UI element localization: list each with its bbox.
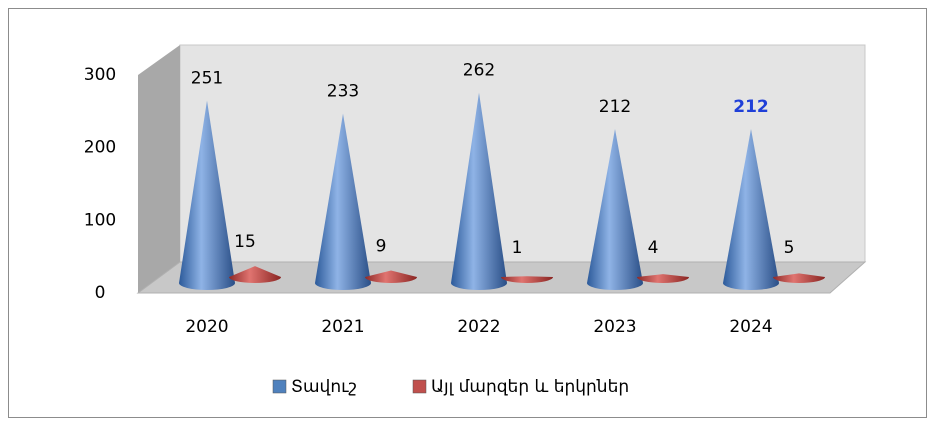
cone xyxy=(451,92,507,290)
data-label: 212 xyxy=(733,97,769,117)
data-label: 15 xyxy=(234,232,256,252)
data-label: 233 xyxy=(327,82,359,102)
x-tick-label: 2021 xyxy=(321,317,364,337)
y-tick-label: 0 xyxy=(95,283,106,303)
cone xyxy=(773,273,825,283)
side-wall xyxy=(138,45,180,293)
x-tick-label: 2023 xyxy=(593,317,636,337)
data-label: 9 xyxy=(376,236,387,256)
x-tick-label: 2024 xyxy=(729,317,772,337)
y-tick-label: 100 xyxy=(84,210,116,230)
data-label: 1 xyxy=(512,238,523,258)
cone xyxy=(315,113,371,290)
y-tick-label: 300 xyxy=(84,65,116,85)
cone xyxy=(179,100,235,291)
legend-swatch xyxy=(272,379,287,394)
data-label: 262 xyxy=(463,61,495,81)
cone xyxy=(587,128,643,290)
x-tick-label: 2020 xyxy=(185,317,228,337)
cone xyxy=(229,266,281,283)
x-tick-label: 2022 xyxy=(457,317,500,337)
data-label: 251 xyxy=(191,69,223,89)
cone xyxy=(365,270,417,283)
cone xyxy=(723,128,779,290)
legend-label: Այլ մարզեր և երկրներ xyxy=(431,377,629,397)
data-label: 5 xyxy=(784,238,795,258)
legend-label: Տավուշ xyxy=(291,377,357,397)
data-label: 212 xyxy=(599,97,631,117)
y-tick-label: 200 xyxy=(84,138,116,158)
cone xyxy=(637,274,689,283)
data-label: 4 xyxy=(648,238,659,258)
cone xyxy=(501,276,553,283)
legend-swatch xyxy=(412,379,427,394)
